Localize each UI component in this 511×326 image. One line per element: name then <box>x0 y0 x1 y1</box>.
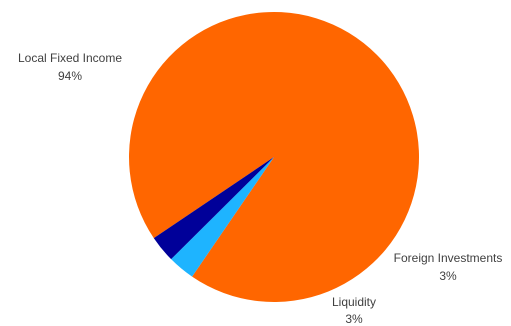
slice-label-liquidity: Liquidity <box>332 295 376 309</box>
slice-label-local-fixed-income: Local Fixed Income <box>18 51 122 65</box>
pie-slice-liquidity <box>153 157 274 260</box>
pie-labels: Local Fixed Income 94% Foreign Investmen… <box>18 51 502 326</box>
slice-value-liquidity: 3% <box>345 312 363 326</box>
slice-value-local-fixed-income: 94% <box>58 69 82 83</box>
slice-label-foreign-investments: Foreign Investments <box>394 251 503 265</box>
pie-slice-foreign-investments <box>171 157 274 277</box>
slice-value-foreign-investments: 3% <box>439 269 457 283</box>
pie-slices <box>129 12 420 303</box>
pie-slice-local-fixed-income <box>129 12 420 303</box>
